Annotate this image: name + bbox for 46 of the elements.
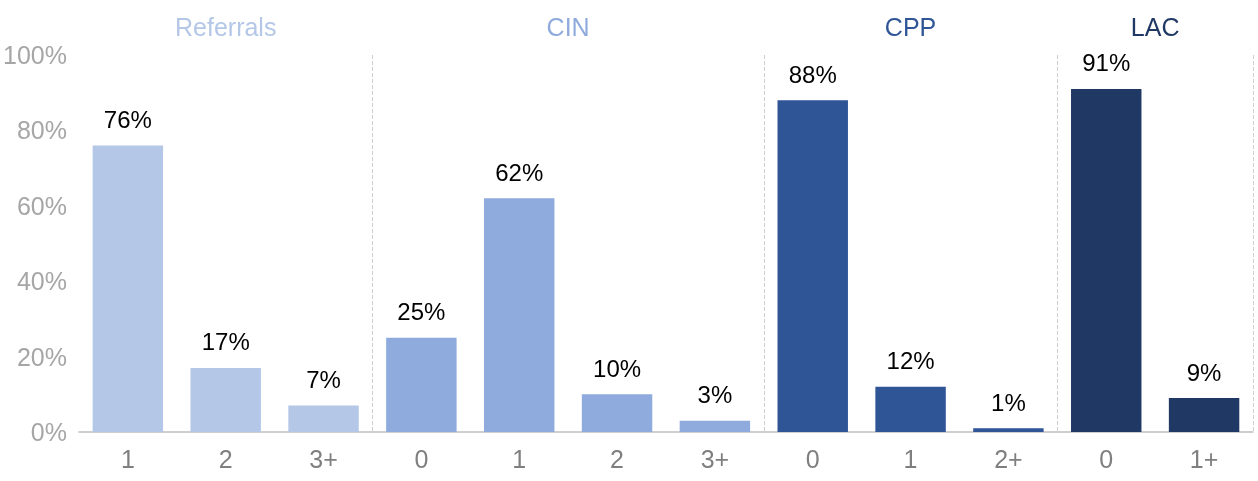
x-tick-label: 1 [120, 444, 135, 473]
data-label: 25% [397, 298, 446, 326]
data-label: 12% [886, 347, 935, 375]
x-tick-label: 1 [903, 444, 918, 473]
text: CIN [546, 12, 590, 41]
x-tick-label: 1+ [1189, 444, 1219, 473]
bar [973, 428, 1044, 432]
data-label: 91% [1082, 49, 1131, 77]
y-tick-label: 60% [16, 191, 67, 220]
y-tick-label: 80% [16, 116, 67, 145]
bar [190, 367, 261, 432]
bar [92, 145, 164, 432]
data-label: 3% [697, 381, 733, 409]
data-label: 10% [593, 354, 642, 382]
x-tick-label: 2+ [994, 444, 1023, 473]
text: CPP [884, 12, 937, 41]
data-label: 62% [495, 158, 544, 186]
y-tick-label: 100% [2, 41, 67, 69]
y-tick-label: 0% [30, 418, 67, 446]
data-label: 17% [201, 328, 250, 356]
series-label: LAC [1130, 12, 1180, 41]
bar [386, 337, 457, 432]
data-label: 1% [991, 388, 1026, 416]
x-tick-label: 1 [512, 444, 527, 473]
x-tick-label: 0 [805, 444, 820, 473]
x-tick-label: 2 [218, 444, 233, 473]
text: Referrals [174, 12, 277, 41]
bar [288, 405, 359, 432]
bar [1168, 398, 1240, 432]
x-tick-label: 2 [610, 444, 624, 473]
bar [581, 394, 653, 432]
bar [679, 420, 751, 432]
x-tick-label: 3+ [309, 444, 338, 473]
data-label: 9% [1186, 358, 1222, 386]
bar [483, 198, 555, 432]
y-tick-label: 20% [16, 342, 67, 371]
bar [777, 100, 848, 432]
bar [1071, 88, 1142, 432]
x-tick-label: 0 [1099, 444, 1114, 473]
data-label: 7% [306, 366, 341, 394]
x-tick-label: 3+ [700, 444, 730, 473]
y-tick-label: 40% [16, 267, 67, 296]
x-tick-label: 0 [414, 444, 429, 473]
data-label: 88% [788, 60, 837, 88]
bar [875, 386, 946, 432]
data-label: 76% [103, 105, 152, 133]
